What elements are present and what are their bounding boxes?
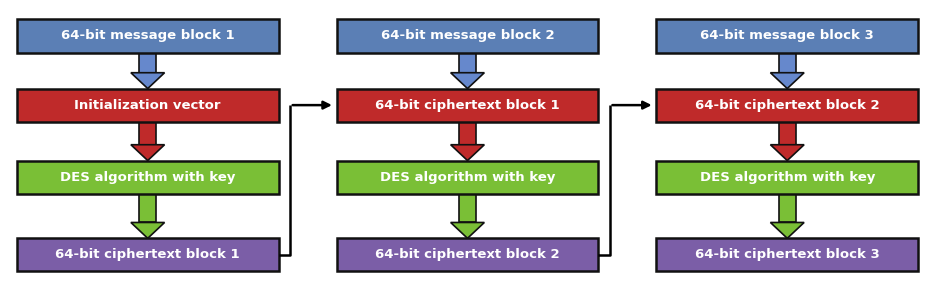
Text: 64-bit message block 1: 64-bit message block 1 <box>61 29 235 43</box>
Text: 64-bit ciphertext block 3: 64-bit ciphertext block 3 <box>695 248 880 262</box>
Text: 64-bit ciphertext block 2: 64-bit ciphertext block 2 <box>695 98 880 112</box>
Text: Initialization vector: Initialization vector <box>75 98 221 112</box>
Text: 64-bit ciphertext block 1: 64-bit ciphertext block 1 <box>375 98 560 112</box>
Text: DES algorithm with key: DES algorithm with key <box>60 170 236 184</box>
Polygon shape <box>779 194 796 222</box>
FancyBboxPatch shape <box>337 238 598 271</box>
FancyBboxPatch shape <box>17 20 279 53</box>
Text: 64-bit ciphertext block 1: 64-bit ciphertext block 1 <box>55 248 240 262</box>
Polygon shape <box>459 53 476 73</box>
FancyBboxPatch shape <box>17 89 279 122</box>
Polygon shape <box>131 73 165 89</box>
Text: 64-bit message block 2: 64-bit message block 2 <box>381 29 554 43</box>
FancyBboxPatch shape <box>656 161 918 194</box>
Text: 64-bit message block 3: 64-bit message block 3 <box>700 29 874 43</box>
Polygon shape <box>770 73 804 89</box>
FancyBboxPatch shape <box>656 89 918 122</box>
FancyBboxPatch shape <box>337 161 598 194</box>
FancyBboxPatch shape <box>17 238 279 271</box>
Polygon shape <box>770 222 804 238</box>
Text: 64-bit ciphertext block 2: 64-bit ciphertext block 2 <box>375 248 560 262</box>
Polygon shape <box>139 53 156 73</box>
Polygon shape <box>779 53 796 73</box>
Polygon shape <box>770 145 804 161</box>
FancyBboxPatch shape <box>337 20 598 53</box>
Polygon shape <box>451 73 484 89</box>
Polygon shape <box>459 194 476 222</box>
Polygon shape <box>139 194 156 222</box>
Polygon shape <box>779 122 796 145</box>
FancyBboxPatch shape <box>17 161 279 194</box>
Polygon shape <box>139 122 156 145</box>
Polygon shape <box>459 122 476 145</box>
Polygon shape <box>451 222 484 238</box>
FancyBboxPatch shape <box>656 238 918 271</box>
FancyBboxPatch shape <box>337 89 598 122</box>
Polygon shape <box>131 145 165 161</box>
Text: DES algorithm with key: DES algorithm with key <box>380 170 555 184</box>
Polygon shape <box>131 222 165 238</box>
Text: DES algorithm with key: DES algorithm with key <box>699 170 875 184</box>
FancyBboxPatch shape <box>656 20 918 53</box>
Polygon shape <box>451 145 484 161</box>
